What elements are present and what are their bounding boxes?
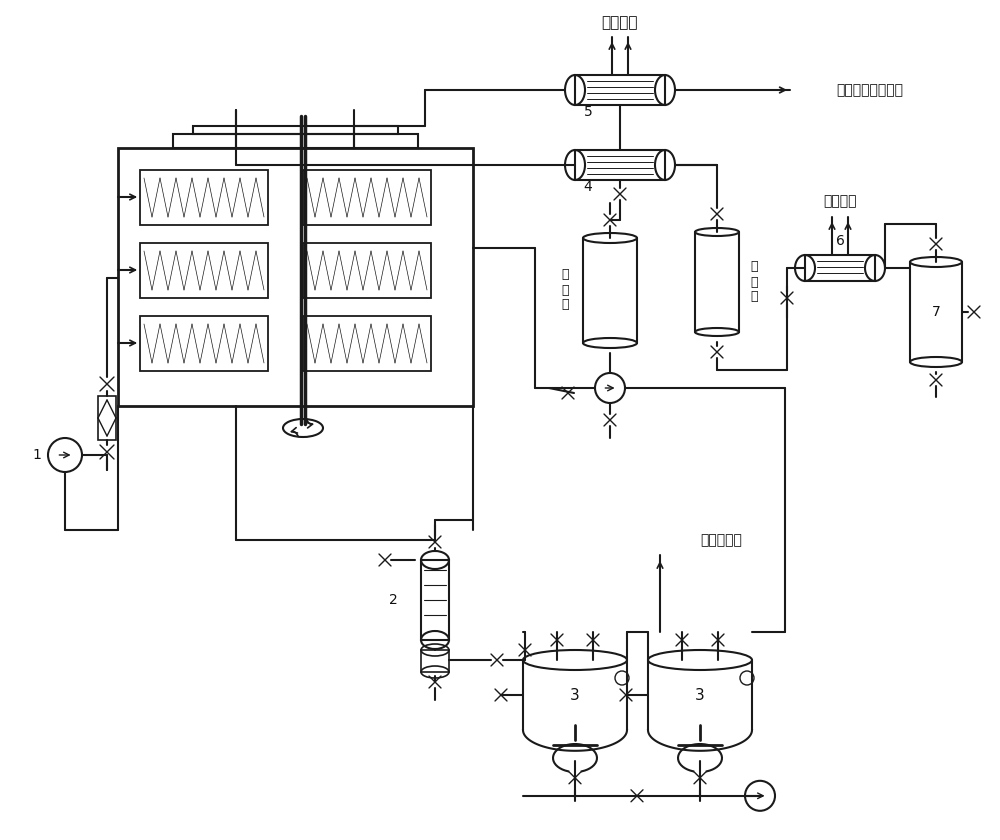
Text: 1: 1	[33, 448, 41, 462]
Bar	[421, 650, 449, 672]
Text: 7: 7	[932, 305, 940, 319]
Bar	[193, 126, 398, 134]
Text: 5: 5	[584, 105, 592, 119]
Text: 4: 4	[584, 180, 592, 194]
Bar	[303, 316, 431, 371]
Bar	[303, 170, 431, 225]
Text: 3: 3	[570, 687, 580, 702]
Bar	[140, 316, 268, 371]
Text: 接冷阱、真空系统: 接冷阱、真空系统	[836, 83, 904, 97]
Text: 2: 2	[389, 593, 397, 607]
Text: 接真空装置: 接真空装置	[700, 533, 742, 547]
Bar	[575, 150, 665, 180]
Bar	[173, 134, 418, 148]
Text: 6: 6	[836, 234, 844, 248]
Bar	[118, 148, 473, 406]
Bar	[421, 560, 449, 640]
Bar	[805, 255, 875, 281]
Bar	[575, 75, 665, 105]
Text: 回
流
罐: 回 流 罐	[561, 269, 569, 312]
Bar	[98, 396, 116, 440]
Text: 轻
组
分: 轻 组 分	[750, 260, 758, 303]
Bar	[140, 170, 268, 225]
Bar	[303, 243, 431, 298]
Text: 接冷却水: 接冷却水	[823, 194, 857, 208]
Bar	[140, 243, 268, 298]
Text: 接冷盐水: 接冷盐水	[602, 15, 638, 30]
Text: 3: 3	[695, 687, 705, 702]
